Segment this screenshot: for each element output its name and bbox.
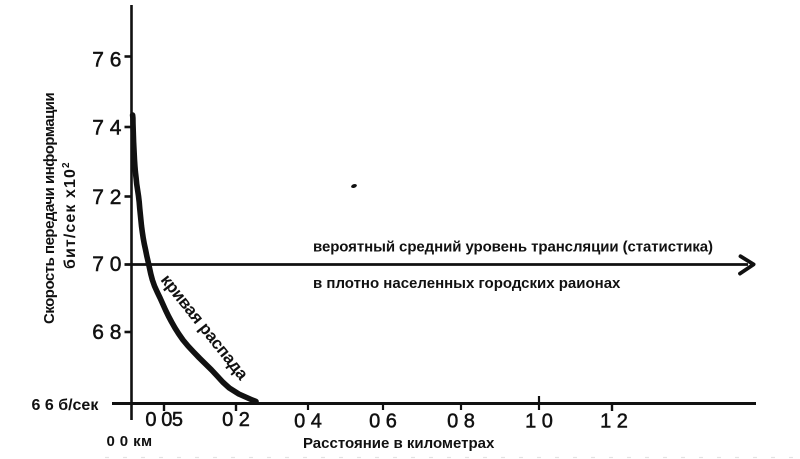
svg-text:0 8: 0 8 — [447, 411, 475, 433]
svg-text:Скорость передачи информации: Скорость передачи информации — [41, 92, 58, 324]
svg-text:7 0: 7 0 — [92, 253, 121, 276]
svg-text:0 05: 0 05 — [145, 409, 183, 431]
svg-text:0 2: 0 2 — [222, 409, 250, 431]
svg-text:6 6 б/сек: 6 6 б/сек — [32, 397, 100, 414]
svg-text:0 0 км: 0 0 км — [107, 433, 153, 450]
svg-text:Расстояние в километрах: Расстояние в километрах — [303, 435, 495, 452]
svg-text:0 4: 0 4 — [294, 411, 322, 433]
svg-text:7 6: 7 6 — [92, 49, 121, 72]
svg-text:1 2: 1 2 — [600, 411, 628, 433]
svg-text:0 6: 0 6 — [369, 411, 397, 433]
svg-text:в плотно населенных городских: в плотно населенных городских раионах — [313, 275, 621, 292]
svg-text:7 2: 7 2 — [92, 186, 121, 209]
svg-text:7 4: 7 4 — [92, 117, 122, 140]
svg-text:вероятный средний уровень тран: вероятный средний уровень трансляции (ст… — [313, 239, 713, 256]
svg-text:6 8: 6 8 — [92, 321, 121, 344]
svg-text:1 0: 1 0 — [525, 411, 553, 433]
svg-text:бит/сек x102: бит/сек x102 — [61, 161, 79, 269]
